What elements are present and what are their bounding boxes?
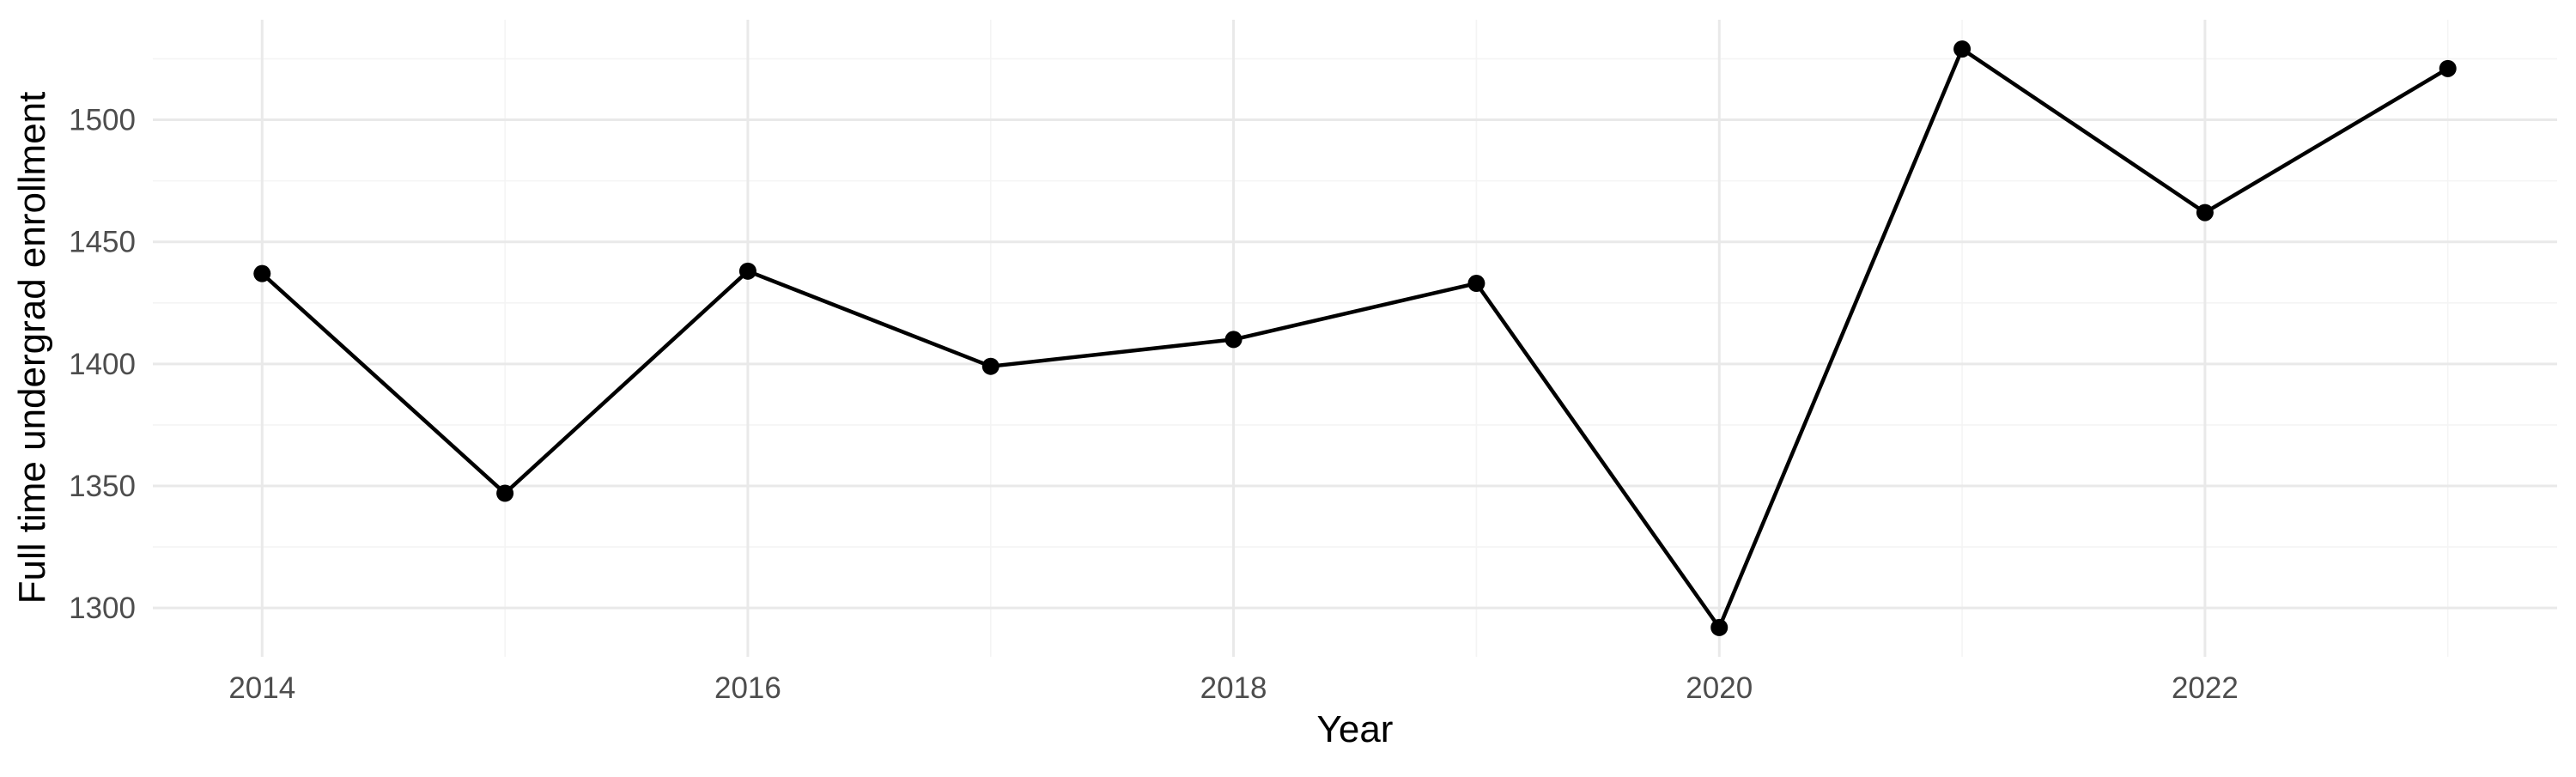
data-point <box>253 264 271 282</box>
y-axis-title: Full time undergrad enrollment <box>11 92 53 604</box>
data-point <box>2196 203 2214 222</box>
data-point <box>738 262 756 280</box>
x-tick-label: 2018 <box>1200 671 1267 705</box>
x-tick-label: 2016 <box>714 671 781 705</box>
axis-tick-labels: 2014 2016 2018 2020 2022 1300 1350 1400 1450 1500 <box>69 104 2239 705</box>
data-point <box>496 484 514 502</box>
x-axis-title: Year <box>1317 708 1394 750</box>
y-tick-label: 1400 <box>69 348 136 381</box>
x-tick-label: 2022 <box>2172 671 2239 705</box>
series-line <box>260 46 2450 630</box>
y-tick-label: 1350 <box>69 470 136 503</box>
data-point <box>981 357 999 375</box>
data-point <box>1467 275 1485 293</box>
data-series <box>253 40 2457 636</box>
x-tick-label: 2020 <box>1686 671 1753 705</box>
data-point <box>2439 59 2457 77</box>
y-tick-label: 1300 <box>69 592 136 625</box>
data-point <box>1710 618 1728 636</box>
gridlines <box>153 20 2557 657</box>
x-tick-label: 2014 <box>228 671 295 705</box>
y-tick-label: 1500 <box>69 104 136 137</box>
data-point <box>1953 40 1971 58</box>
y-tick-label: 1450 <box>69 226 136 259</box>
data-point <box>1224 331 1242 349</box>
